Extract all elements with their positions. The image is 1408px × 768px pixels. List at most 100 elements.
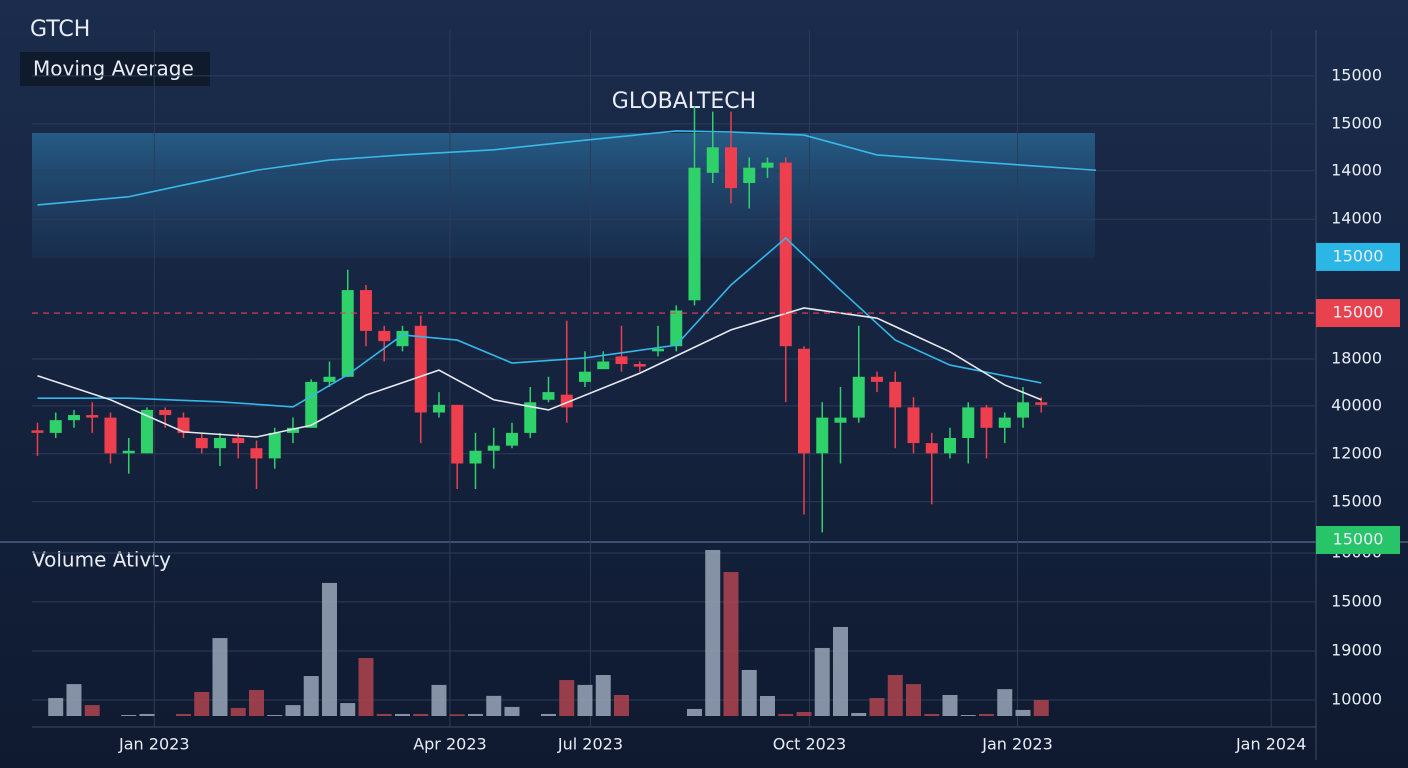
candle-body	[724, 147, 737, 189]
volume-bar	[814, 647, 830, 716]
candle-body	[323, 376, 336, 382]
y-tick-label: 12000	[1331, 443, 1382, 462]
y-tick-label: 14000	[1331, 160, 1382, 179]
volume-bar	[832, 626, 848, 716]
candle-body	[414, 325, 427, 413]
candle-body	[943, 438, 956, 454]
volume-bar	[540, 713, 556, 716]
y-tick-label: 15000	[1331, 65, 1382, 84]
volume-bar	[230, 707, 246, 716]
volume-bar	[741, 669, 757, 716]
candle-body	[305, 381, 318, 428]
volume-tick-label: 15000	[1331, 591, 1382, 610]
candle-body	[670, 310, 683, 347]
volume-bar	[48, 698, 64, 716]
volume-bar	[1033, 700, 1049, 716]
volume-bar	[595, 675, 611, 716]
volume-bar	[1015, 709, 1031, 716]
volume-bar	[212, 638, 228, 716]
candle-body	[962, 407, 975, 438]
candle-body	[31, 430, 44, 433]
volume-bar	[905, 684, 921, 716]
price-badge	[1316, 299, 1400, 328]
candle-body	[834, 417, 847, 423]
candle-body	[104, 417, 117, 454]
volume-bar	[84, 705, 100, 716]
candle-body	[907, 407, 920, 444]
volume-bar	[321, 582, 337, 716]
volume-bar	[340, 703, 356, 716]
band	[32, 133, 1095, 258]
volume-bar	[467, 713, 483, 716]
candle-body	[998, 417, 1011, 428]
volume-title: Volume Ativty	[32, 548, 171, 572]
candle-body	[86, 415, 99, 418]
candle-body	[870, 376, 883, 382]
volume-bar	[778, 713, 794, 716]
ticker: GTCH	[30, 17, 90, 42]
volume-bar	[267, 714, 283, 716]
candle-body	[341, 290, 354, 377]
candle-body	[578, 371, 591, 382]
x-tick-label: Jan 2024	[1235, 735, 1306, 754]
candle-body	[1035, 402, 1048, 405]
volume-bar	[723, 572, 739, 716]
volume-bar	[303, 676, 319, 716]
candle-body	[232, 438, 245, 444]
candle-body	[49, 420, 62, 433]
volume-bar	[997, 689, 1013, 716]
candle-body	[743, 167, 756, 183]
candle-body	[487, 445, 500, 451]
candle-body	[688, 167, 701, 301]
candle-body	[597, 361, 610, 370]
volume-bar	[613, 695, 629, 716]
indicator: Moving Average	[33, 57, 194, 81]
volume-bar	[559, 680, 575, 716]
volume-bar	[577, 684, 593, 716]
candle-body	[122, 450, 135, 454]
volume-bar	[869, 698, 885, 716]
volume-bar	[449, 714, 465, 716]
moving-average	[37, 130, 1097, 206]
candle-body	[925, 443, 938, 454]
volume-bar	[175, 713, 191, 716]
volume-bar	[376, 713, 392, 716]
price-badge	[1316, 526, 1400, 554]
candle-body	[359, 290, 372, 331]
candle-body	[852, 376, 865, 418]
candle-body	[268, 432, 281, 459]
candle-body	[177, 417, 190, 433]
volume-bar	[705, 550, 721, 716]
volume-bar	[759, 696, 775, 716]
x-tick-label: Jul 2023	[557, 735, 623, 754]
price-badge-label: 15000	[1333, 303, 1384, 322]
indicator-box	[20, 52, 210, 86]
price-badge	[1316, 242, 1400, 271]
candle-body	[615, 356, 628, 365]
volume-bar	[139, 713, 155, 716]
volume-bar	[413, 713, 429, 716]
volume-bar	[358, 658, 374, 716]
volume-bar	[431, 684, 447, 716]
volume-tick-label: 19000	[1331, 640, 1382, 659]
volume-bar	[942, 695, 958, 716]
candle-body	[250, 448, 263, 459]
volume-bar	[504, 706, 520, 716]
candle-body	[779, 162, 792, 347]
x-tick-label: Oct 2023	[773, 735, 846, 754]
candle-body	[524, 402, 537, 433]
candle-body	[505, 432, 518, 446]
volume-bar	[394, 713, 410, 716]
volume-bar	[960, 714, 976, 716]
candle-body	[213, 438, 226, 449]
candle-body	[980, 407, 993, 428]
volume-bar	[121, 714, 137, 716]
volume-tick-label: 10000	[1331, 690, 1382, 709]
volume-bar	[486, 695, 502, 716]
volume-bar	[66, 684, 82, 716]
moving-average	[37, 237, 1042, 408]
candle-body	[67, 415, 80, 421]
candle-body	[195, 438, 208, 449]
